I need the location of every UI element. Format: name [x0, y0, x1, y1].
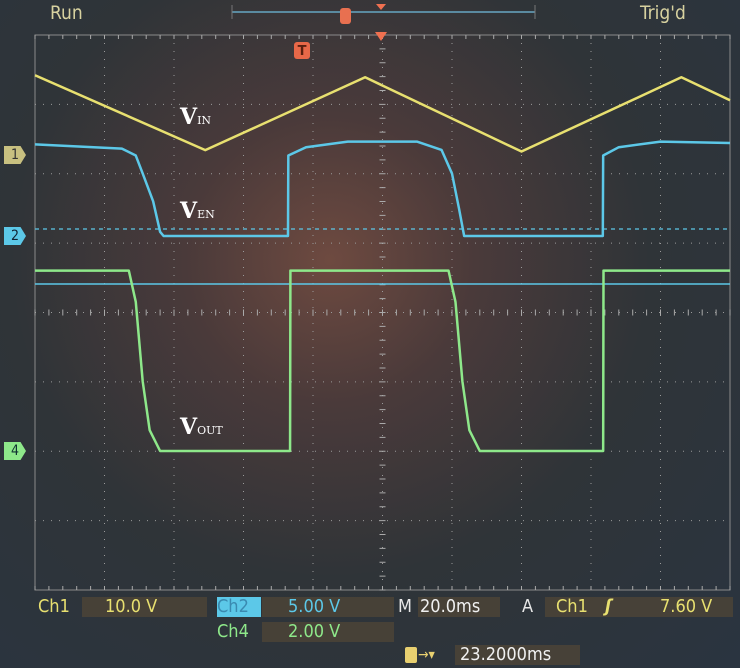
- record-trigger-icon: [340, 8, 351, 24]
- ch4-ground-marker[interactable]: 4: [4, 442, 26, 460]
- trigger-level[interactable]: 7.60 V: [660, 596, 713, 617]
- timebase-value[interactable]: 20.0ms: [420, 596, 481, 617]
- trigger-position-icon[interactable]: [375, 32, 387, 41]
- trigger-position-value[interactable]: 23.2000ms: [460, 644, 552, 665]
- trace-ven: [34, 140, 731, 238]
- timebase-label: M: [398, 596, 412, 617]
- run-status: Run: [50, 2, 83, 24]
- ch1-ground-marker[interactable]: 1: [4, 146, 26, 164]
- vin-label: VIN: [180, 104, 212, 130]
- ch1-label[interactable]: Ch1: [38, 596, 70, 617]
- ven-label: VEN: [180, 198, 215, 224]
- trigger-mode-label: A: [522, 596, 534, 617]
- ch4-label[interactable]: Ch4: [217, 621, 249, 642]
- rising-edge-icon: ʃ: [605, 596, 612, 617]
- ch1-scale: 10.0 V: [105, 596, 158, 617]
- vout-label: VOUT: [180, 414, 223, 440]
- trigger-source[interactable]: Ch1: [556, 596, 588, 617]
- ch2-label[interactable]: Ch2: [217, 597, 261, 617]
- record-center-icon: [376, 4, 386, 10]
- trigger-marker-icon[interactable]: [294, 42, 310, 59]
- trace-vin: [34, 74, 731, 153]
- trace-vout: [35, 269, 730, 453]
- ch4-scale: 2.00 V: [288, 621, 341, 642]
- ch2-scale: 5.00 V: [288, 596, 341, 617]
- arrow-icon: →▾: [418, 647, 435, 663]
- graticule: [34, 34, 731, 591]
- ch2-ground-marker[interactable]: 2: [4, 227, 26, 245]
- trigger-position-icon-readout: [405, 647, 417, 663]
- trigger-marker-label: T: [298, 44, 307, 59]
- trigger-status: Trig'd: [640, 2, 686, 24]
